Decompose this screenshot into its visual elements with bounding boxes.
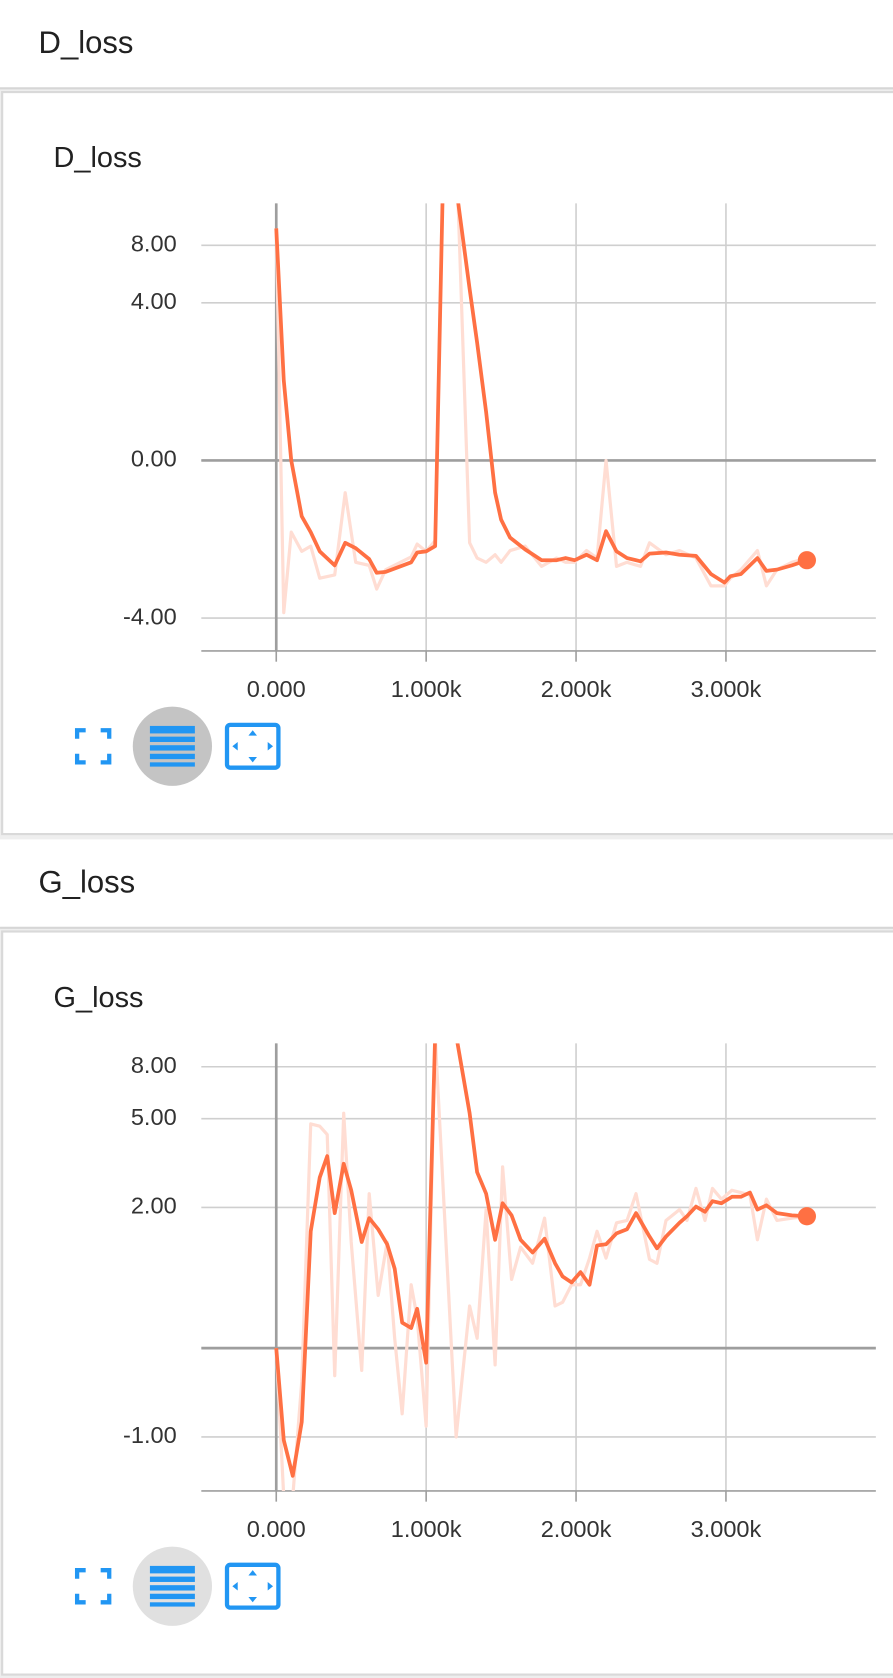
section-header[interactable]: G_loss [39, 865, 136, 900]
x-tick-label: 0.000 [247, 1516, 306, 1542]
card [1, 91, 893, 836]
series-line [274, 1043, 808, 1491]
last-point [797, 1207, 816, 1226]
x-tick-label: 3.000k [691, 1516, 762, 1542]
x-tick-label: 0.000 [247, 676, 306, 702]
x-tick-label: 3.000k [691, 676, 762, 702]
y-tick-label: 5.00 [131, 1104, 177, 1130]
y-tick-label: -4.00 [123, 603, 177, 629]
x-tick-label: 2.000k [541, 676, 612, 702]
x-tick-label: 2.000k [541, 1516, 612, 1542]
toolbar [74, 1546, 281, 1626]
y-tick-label: 0.00 [131, 446, 177, 472]
fit-domain-button[interactable] [224, 1562, 281, 1610]
y-tick-label: 8.00 [131, 231, 177, 257]
fullscreen-button[interactable] [74, 1568, 112, 1605]
chart-title: D_loss [54, 142, 142, 174]
section-header-bar [0, 0, 893, 88]
y-tick-label: -1.00 [123, 1422, 177, 1448]
fullscreen-button[interactable] [74, 728, 112, 765]
series-line [274, 1043, 808, 1478]
fit-domain-button[interactable] [224, 722, 281, 770]
x-tick-label: 1.000k [391, 676, 462, 702]
section-header[interactable]: D_loss [39, 25, 134, 60]
y-tick-label: 8.00 [131, 1052, 177, 1078]
chart: D_loss 8.00 4.00 0.00 -4.00 0.000 1.000k 2.000k… [54, 142, 876, 702]
plot-area [274, 203, 808, 615]
y-tick-label: 2.00 [131, 1193, 177, 1219]
chart: G_loss 8.00 5.00 2.00 -1.00 0.000 1.000k 2.000k… [54, 982, 876, 1542]
section: D_loss [0, 0, 893, 836]
y-tick-label: 4.00 [131, 288, 177, 314]
toggle-log-button[interactable] [132, 706, 213, 786]
chart-title: G_loss [54, 982, 144, 1014]
section-header-bar [0, 839, 893, 928]
x-tick-label: 1.000k [391, 1516, 462, 1542]
series-line [274, 203, 808, 615]
plot-area [274, 1043, 808, 1491]
toggle-log-button[interactable] [132, 1546, 213, 1626]
series-line [274, 203, 808, 585]
toolbar [74, 706, 281, 786]
last-point [797, 551, 816, 570]
